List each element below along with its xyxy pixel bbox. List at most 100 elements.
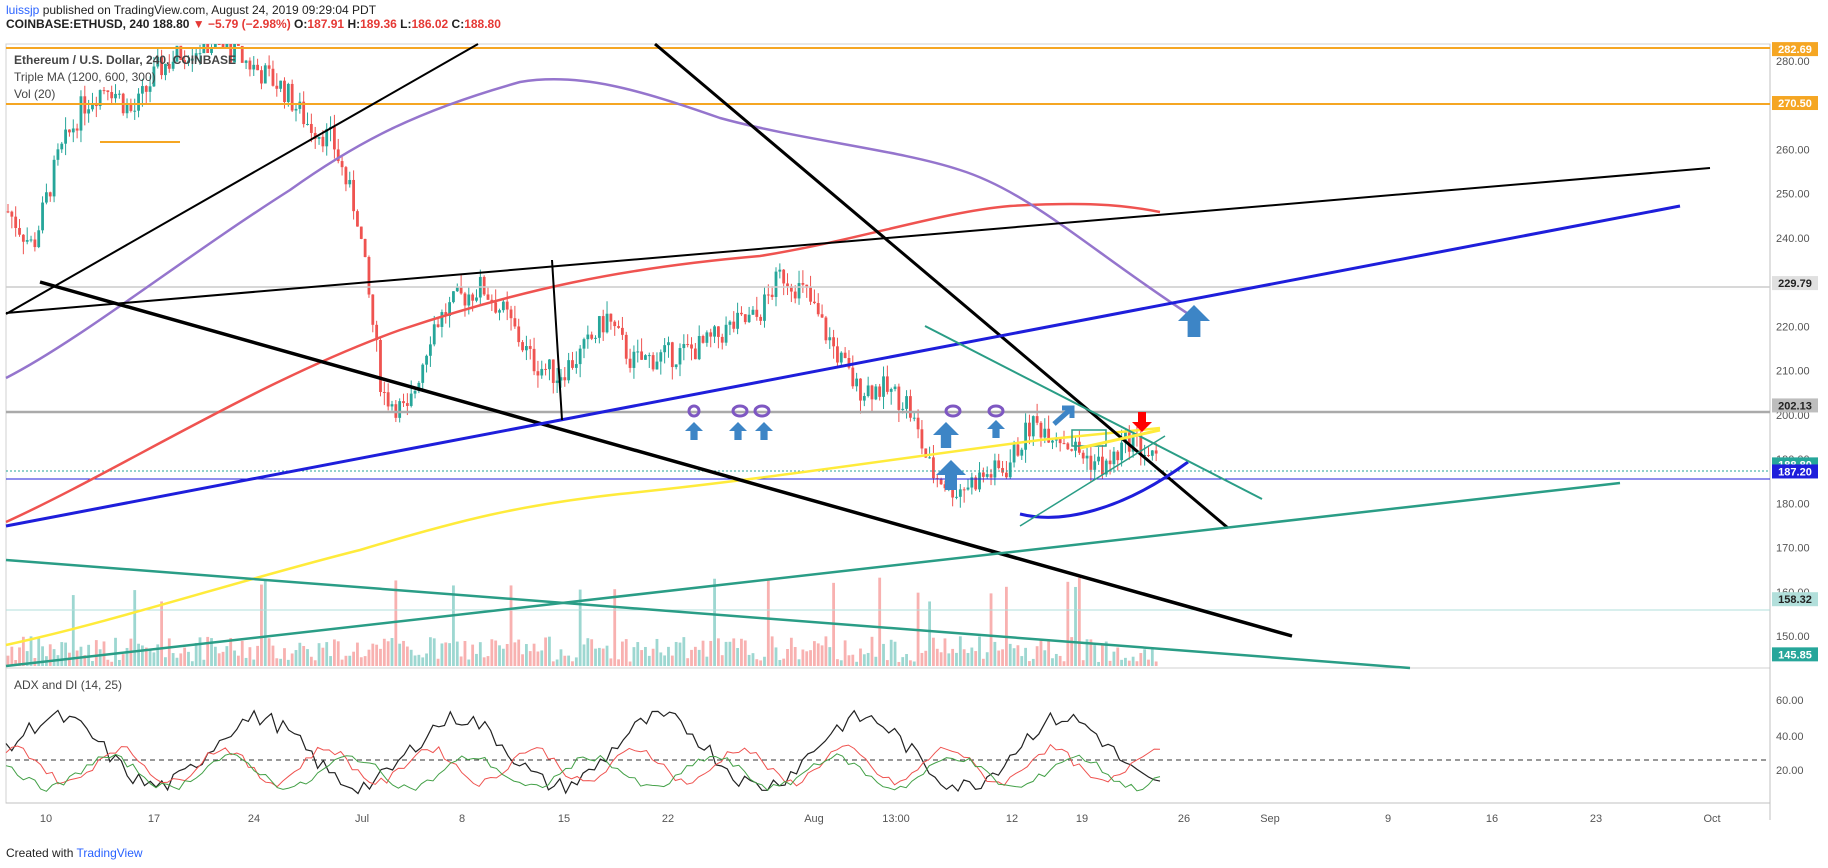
candle-body [425,355,428,365]
volume-bar [697,649,701,666]
price-axis[interactable]: 280.00270.00260.00250.00240.00230.00220.… [1776,56,1810,643]
candle-body [440,312,444,327]
candle-body [45,192,48,203]
candle-body [148,86,152,92]
low-value: 186.02 [411,17,449,31]
volume-bar [536,651,540,666]
volume-bar [1005,586,1008,666]
candle-body [429,344,432,356]
volume-bar [459,656,463,666]
volume-bar [379,648,382,666]
candle-body [686,344,690,346]
candle-body [498,310,501,313]
volume-bar [455,641,459,666]
volume-bar [766,580,770,666]
price-tick-label: 250.00 [1776,189,1810,201]
candle-body [1120,442,1123,461]
candle-body [164,64,167,76]
candle-body [740,312,743,315]
volume-bar [632,647,636,666]
volume-bar [114,637,117,666]
volume-bar [271,645,275,666]
candle-body [68,129,71,133]
candle-body [536,371,540,376]
volume-bar [413,655,417,666]
volume-bar [110,661,114,666]
volume-bar [183,647,187,666]
volume-bar [475,653,478,666]
volume-bar [1085,639,1089,666]
candle-body [974,477,978,490]
trend-blue-channel [5,204,1681,528]
candle-body [336,149,340,162]
candle-body [1108,460,1112,465]
candle-body [363,238,367,258]
volume-bar [440,643,444,666]
volume-bar [125,647,129,666]
volume-bar [736,648,739,666]
trend-lines [5,42,1711,670]
candle-body [870,385,874,400]
volume-bar [1124,657,1127,666]
candle-body [928,457,931,459]
candle-body [690,344,693,349]
candle-body [513,318,517,327]
candle-body [916,417,920,430]
candle-body [909,396,912,418]
volume-bar [759,660,763,666]
time-axis[interactable]: 10 17 24 Jul 8 15 22 Aug 13:00 12 19 26 Sep 9 16 23 Oct [40,813,1721,825]
adx-axis[interactable]: 60.00 40.00 20.00 [1776,695,1804,777]
author-link[interactable]: luissjp [6,3,40,17]
volume-bar [409,649,413,666]
volume-bar [175,657,179,666]
candle-body [267,65,271,69]
open-value: 187.91 [307,17,345,31]
up-arrow-icon [933,422,959,448]
volume-bar [889,639,893,666]
volume-bar [670,655,674,666]
volume-bar [755,659,759,666]
price-tick-label: 170.00 [1776,543,1810,555]
volume-bar [624,639,628,666]
volume-bar [432,638,436,666]
high-value: 189.36 [360,17,397,31]
volume-bar [774,647,778,666]
tradingview-link[interactable]: TradingView [76,846,143,860]
volume-bar [240,640,244,666]
candle-body [621,327,624,335]
volume-bar [935,648,939,666]
candle-body [571,360,574,368]
volume-bar [405,646,409,666]
price-tag-label: 270.50 [1778,98,1812,110]
volume-bar [1058,655,1062,666]
volume-bar [309,656,313,666]
volume-bar [478,642,482,666]
footer-created: Created with [6,846,74,860]
candle-body [709,332,713,337]
volume-bar [820,645,824,666]
volume-bar [290,653,294,666]
candle-body [91,103,94,110]
candle-body [467,294,471,306]
volume-bar [152,652,156,666]
candle-body [183,60,187,64]
candle-body [736,312,739,329]
volume-bar [394,580,398,666]
candle-body [413,390,417,394]
candle-body [271,68,275,86]
candle-body [29,239,33,241]
time-tick-label: 9 [1385,813,1391,825]
trend-green-support [5,481,1621,668]
candle-body [1028,422,1031,437]
candle-body [878,386,882,397]
candle-body [905,396,908,409]
candle-body [367,257,371,295]
candle-body [824,317,828,341]
candle-body [409,393,413,406]
di-plus-line [5,753,1161,792]
volume-bar [1101,644,1104,666]
candle-body [548,359,551,370]
candle-body [624,334,628,359]
candle-body [1051,440,1054,443]
